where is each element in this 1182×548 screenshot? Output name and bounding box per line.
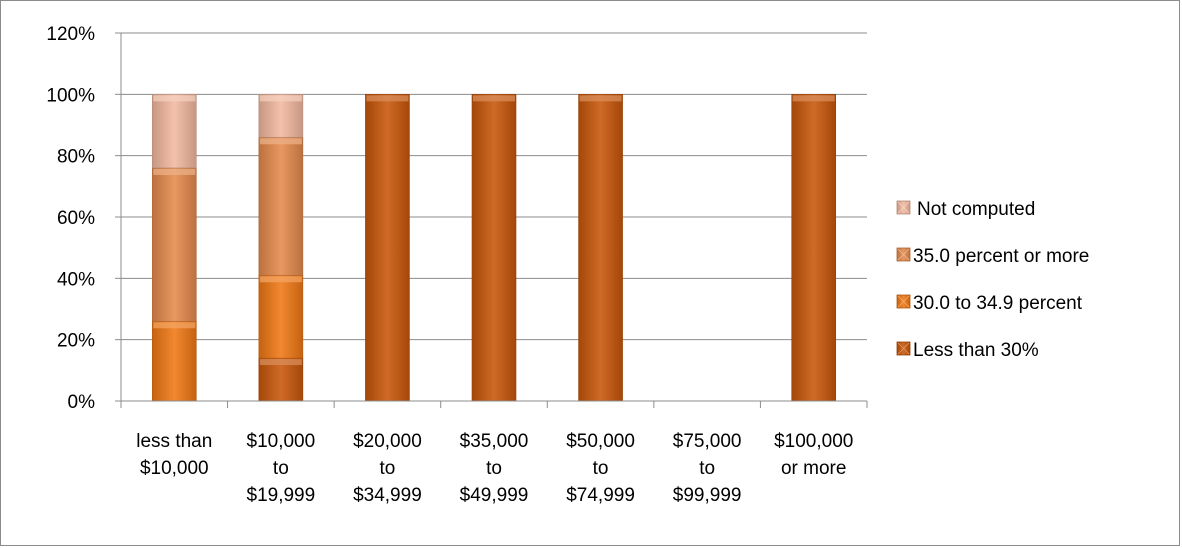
x-category-label: $75,000 to $99,999 (673, 431, 742, 506)
y-tick-label: 0% (68, 392, 96, 413)
bar-segment (791, 94, 837, 402)
bar-segment (258, 357, 304, 402)
bar-segment (365, 94, 410, 402)
y-tick-label: 60% (57, 208, 95, 229)
y-axis-tick-labels: 0% 20% 40% 60% 80% 100% 120% (46, 24, 95, 413)
y-tick-label: 20% (57, 331, 95, 352)
legend-item: Less than 30% (896, 340, 1039, 361)
y-tick-label: 100% (46, 85, 95, 106)
axes (115, 32, 868, 408)
bar-segment-bevel (259, 95, 302, 102)
bar-segment-bevel (153, 168, 196, 175)
bar-segment-bevel (259, 276, 302, 283)
legend-label: 35.0 percent or more (913, 246, 1089, 267)
legend-label: Less than 30% (913, 340, 1039, 361)
bar-segment (151, 320, 197, 402)
y-tick-label: 120% (46, 24, 95, 45)
bar-segment-bevel (153, 95, 196, 102)
legend-item: 35.0 percent or more (896, 246, 1089, 267)
bar-segment-bevel (792, 95, 835, 102)
bar-segment (151, 167, 197, 322)
bar-segment (258, 136, 304, 276)
y-tick-label: 80% (57, 147, 95, 168)
bar-segment-bevel (366, 95, 409, 102)
legend-item: Not computed (896, 199, 1035, 220)
x-category-label: $100,000 or more (774, 431, 853, 479)
x-axis-category-labels: less than $10,000 $10,000 to $19,999 $20,000 t… (136, 431, 853, 506)
legend-label: Not computed (917, 199, 1035, 220)
bar-segment (258, 94, 304, 138)
legend-label: 30.0 to 34.9 percent (913, 293, 1083, 314)
x-category-label: $10,000 to $19,999 (247, 431, 316, 506)
x-category-label: $20,000 to $34,999 (353, 431, 422, 506)
bar-segment (471, 94, 517, 402)
y-tick-label: 40% (57, 269, 95, 290)
bar-segment-bevel (259, 138, 302, 145)
bar-segment (578, 94, 623, 402)
legend: Not computed 35.0 percent or more 30.0 to … (896, 199, 1089, 361)
bar-segment-bevel (153, 322, 196, 329)
bar-segment-bevel (259, 359, 302, 366)
bar-segment-bevel (579, 95, 622, 102)
legend-item: 30.0 to 34.9 percent (896, 293, 1083, 314)
bar-segment (151, 94, 197, 169)
x-category-label: $35,000 to $49,999 (460, 431, 529, 506)
x-category-label: $50,000 to $74,999 (566, 431, 635, 506)
bars (151, 94, 837, 402)
x-category-label: less than $10,000 (136, 431, 212, 479)
bar-segment-bevel (473, 95, 515, 102)
bar-segment (258, 274, 304, 359)
